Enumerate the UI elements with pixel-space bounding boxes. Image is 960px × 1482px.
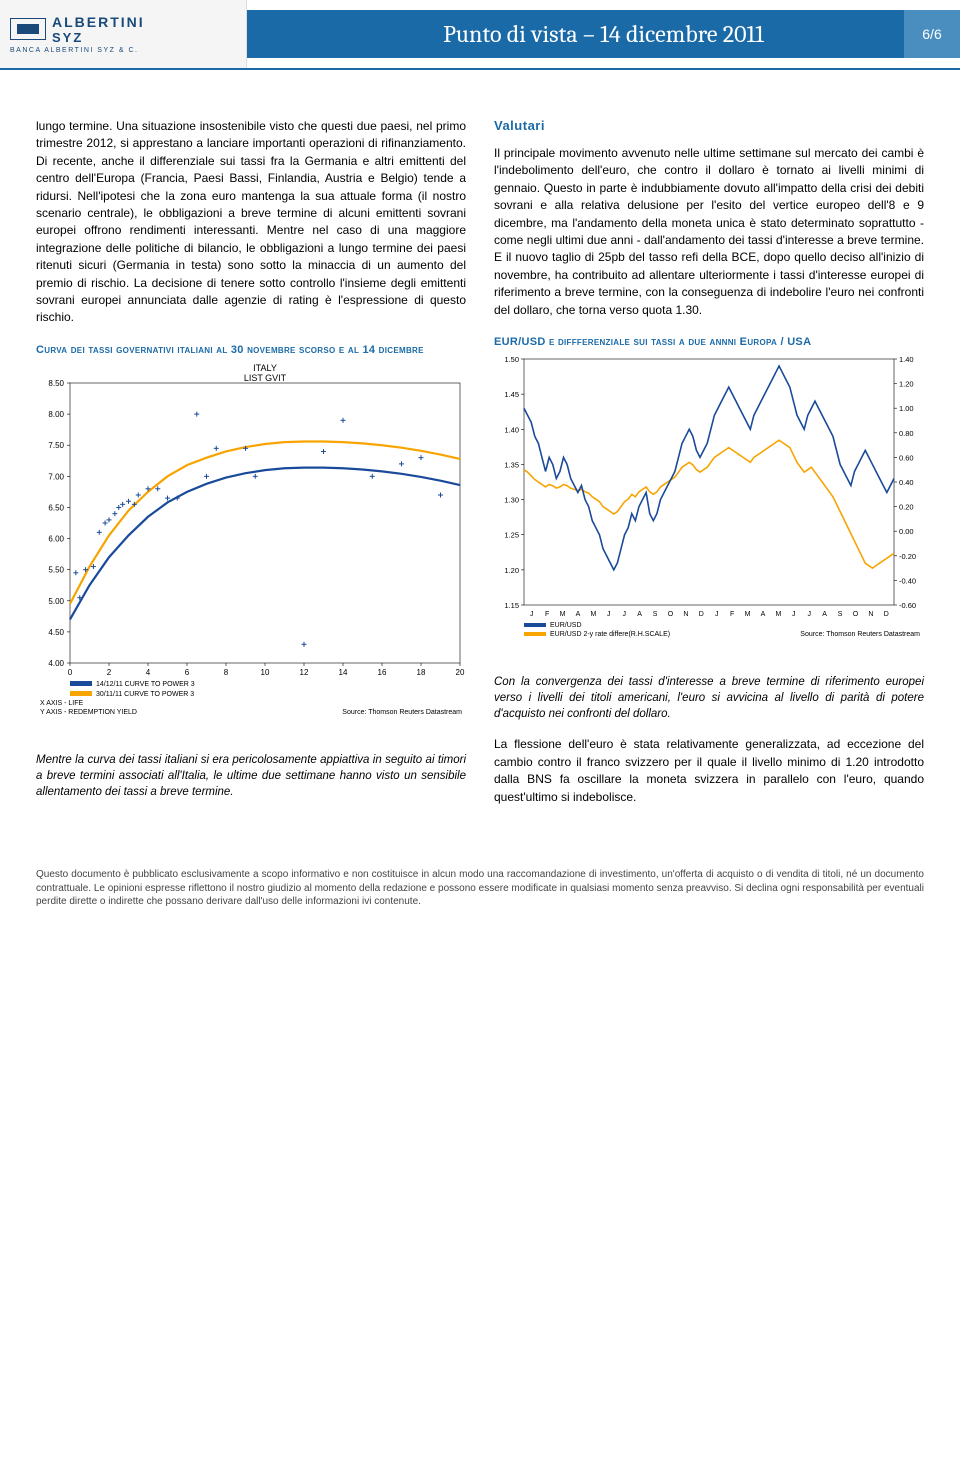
logo-text-1: ALBERTINI [52,15,145,29]
svg-text:1.40: 1.40 [899,355,914,364]
chart2: 1.15 1.20 1.25 1.30 1.35 1.40 1.45 1.50 -0.60 -0.… [494,353,924,668]
svg-text:M: M [590,611,596,618]
svg-text:F: F [730,611,734,618]
svg-text:1.25: 1.25 [504,531,519,540]
logo-subtitle: BANCA ALBERTINI SYZ & C. [10,47,246,54]
svg-text:-0.20: -0.20 [899,552,916,561]
svg-text:0.00: 0.00 [899,527,914,536]
svg-text:12: 12 [300,668,309,677]
right-column: Valutari Il principale movimento avvenut… [494,118,924,806]
svg-text:J: J [607,611,611,618]
svg-text:J: J [622,611,626,618]
chart1-svg: ITALYLIST GVIT 4.00 4.50 5.00 5.50 6.00 6.50 7.… [36,361,466,741]
logo: ALBERTINI SYZ BANCA ALBERTINI SYZ & C. [0,0,247,68]
svg-text:1.40: 1.40 [504,425,519,434]
svg-text:1.00: 1.00 [899,404,914,413]
svg-text:S: S [838,611,843,618]
svg-text:ITALY: ITALY [253,363,277,373]
svg-text:8.50: 8.50 [48,379,64,388]
svg-text:M: M [745,611,751,618]
left-column: lungo termine. Una situazione insostenib… [36,118,466,806]
svg-text:O: O [853,611,859,618]
svg-text:30/11/11 CURVE TO POWER 3: 30/11/11 CURVE TO POWER 3 [96,691,194,698]
svg-text:0.60: 0.60 [899,454,914,463]
svg-text:Source: Thomson Reuters Datast: Source: Thomson Reuters Datastream [342,709,462,716]
logo-mark [10,18,46,40]
chart2-heading: EUR/USD e diffferenziale sui tassi a due… [494,335,924,349]
page-number: 6/6 [904,10,960,58]
svg-text:8.00: 8.00 [48,410,64,419]
svg-text:D: D [884,611,889,618]
left-body: lungo termine. Una situazione insostenib… [36,118,466,327]
right-body: Il principale movimento avvenuto nelle u… [494,145,924,319]
svg-text:J: J [807,611,811,618]
page-title: Punto di vista – 14 dicembre 2011 [443,20,764,48]
svg-text:1.35: 1.35 [504,461,519,470]
svg-text:0: 0 [68,668,73,677]
svg-text:M: M [560,611,566,618]
svg-text:0.20: 0.20 [899,503,914,512]
svg-text:2: 2 [107,668,112,677]
svg-text:1.30: 1.30 [504,496,519,505]
svg-text:1.20: 1.20 [504,566,519,575]
svg-text:1.15: 1.15 [504,601,519,610]
svg-text:18: 18 [417,668,426,677]
svg-text:LIST GVIT: LIST GVIT [244,373,287,383]
chart1-caption: Mentre la curva dei tassi italiani si er… [36,752,466,800]
svg-text:F: F [545,611,549,618]
svg-text:A: A [761,611,766,618]
svg-text:EUR/USD 2-y rate differe(R.H.S: EUR/USD 2-y rate differe(R.H.SCALE) [550,631,670,638]
svg-text:7.50: 7.50 [48,441,64,450]
title-bar: Punto di vista – 14 dicembre 2011 6/6 [247,10,960,58]
svg-text:J: J [715,611,719,618]
valutari-heading: Valutari [494,118,924,133]
svg-text:A: A [576,611,581,618]
svg-text:X AXIS - LIFE: X AXIS - LIFE [40,700,84,707]
svg-text:M: M [775,611,781,618]
svg-text:4: 4 [146,668,151,677]
svg-text:4.00: 4.00 [48,659,64,668]
svg-text:A: A [637,611,642,618]
svg-text:14/12/11 CURVE TO POWER 3: 14/12/11 CURVE TO POWER 3 [96,681,195,688]
svg-text:6.50: 6.50 [48,503,64,512]
svg-text:8: 8 [224,668,229,677]
content: lungo termine. Una situazione insostenib… [0,70,960,826]
logo-text-2: SYZ [52,31,145,44]
svg-text:O: O [668,611,674,618]
svg-text:6.00: 6.00 [48,535,64,544]
svg-text:N: N [683,611,688,618]
svg-text:10: 10 [261,668,270,677]
svg-text:1.20: 1.20 [899,380,914,389]
disclaimer: Questo documento è pubblicato esclusivam… [0,868,960,933]
svg-text:Y AXIS - REDEMPTION YIELD: Y AXIS - REDEMPTION YIELD [40,709,137,716]
svg-text:14: 14 [339,668,348,677]
header: ALBERTINI SYZ BANCA ALBERTINI SYZ & C. P… [0,0,960,68]
svg-text:A: A [822,611,827,618]
svg-text:0.40: 0.40 [899,478,914,487]
svg-text:N: N [868,611,873,618]
svg-text:0.80: 0.80 [899,429,914,438]
right-body-2: La flessione dell'euro è stata relativam… [494,736,924,806]
svg-text:1.45: 1.45 [504,390,519,399]
svg-text:5.50: 5.50 [48,566,64,575]
chart2-svg: 1.15 1.20 1.25 1.30 1.35 1.40 1.45 1.50 -0.60 -0.… [494,353,924,663]
svg-text:4.50: 4.50 [48,628,64,637]
svg-text:J: J [530,611,534,618]
svg-text:-0.40: -0.40 [899,577,916,586]
svg-text:7.00: 7.00 [48,472,64,481]
svg-text:1.50: 1.50 [504,355,519,364]
svg-text:Source: Thomson Reuters Datast: Source: Thomson Reuters Datastream [800,631,920,638]
svg-text:EUR/USD: EUR/USD [550,622,582,629]
svg-text:6: 6 [185,668,190,677]
chart1: ITALYLIST GVIT 4.00 4.50 5.00 5.50 6.00 6.50 7.… [36,361,466,746]
svg-text:J: J [792,611,796,618]
chart1-heading: Curva dei tassi governativi italiani al … [36,343,466,357]
svg-text:D: D [699,611,704,618]
svg-text:S: S [653,611,658,618]
svg-text:16: 16 [378,668,387,677]
svg-text:5.00: 5.00 [48,597,64,606]
svg-text:-0.60: -0.60 [899,601,916,610]
svg-text:20: 20 [456,668,465,677]
chart2-caption: Con la convergenza dei tassi d'interesse… [494,674,924,722]
